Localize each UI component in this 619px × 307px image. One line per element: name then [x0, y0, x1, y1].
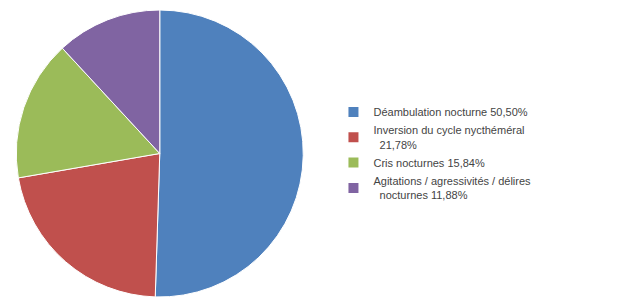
svg-text:Agitations / agressivités / dé: Agitations / agressivités / délires noct… — [373, 175, 531, 201]
svg-text:Déambulation nocturne 50,50%: Déambulation nocturne 50,50% — [373, 106, 527, 118]
svg-text:Inversion du cycle nycthéméral: Inversion du cycle nycthéméral 21,78% — [373, 124, 524, 150]
svg-text:Cris nocturnes 15,84%: Cris nocturnes 15,84% — [373, 157, 484, 169]
